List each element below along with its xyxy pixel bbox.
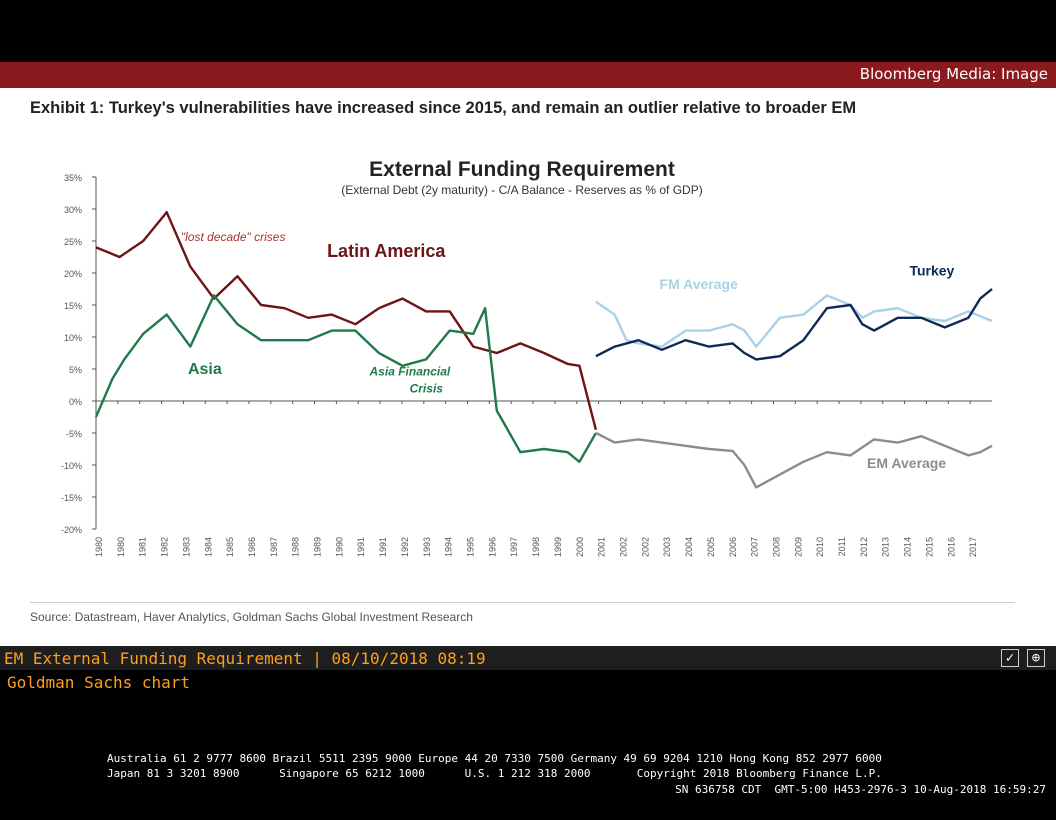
y-tick-label: -20%	[61, 525, 82, 535]
x-tick-label: 2002	[640, 537, 650, 557]
y-tick-label: 35%	[64, 173, 82, 183]
x-tick-label: 2014	[903, 537, 913, 557]
y-tick-label: 15%	[64, 301, 82, 311]
x-tick-label: 2001	[597, 537, 607, 557]
y-tick-label: 5%	[69, 365, 82, 375]
footer-contacts-line1: Australia 61 2 9777 8600 Brazil 5511 239…	[107, 752, 882, 765]
x-tick-label: 1991	[378, 537, 388, 557]
x-tick-label: 1990	[334, 537, 344, 557]
series-label: FM Average	[660, 276, 739, 292]
divider	[30, 602, 1015, 603]
series-label: EM Average	[867, 455, 946, 471]
x-tick-label: 2017	[968, 537, 978, 557]
x-tick-label: 1996	[487, 537, 497, 557]
series-label: Crisis	[410, 382, 444, 396]
x-tick-label: 2009	[793, 537, 803, 557]
series-label: Asia	[188, 361, 222, 378]
x-tick-label: 1997	[509, 537, 519, 557]
x-tick-label: 1993	[422, 537, 432, 557]
check-icon[interactable]: ✓	[1001, 649, 1019, 667]
caption-bar: EM External Funding Requirement | 08/10/…	[0, 646, 1056, 670]
y-tick-label: 30%	[64, 205, 82, 215]
x-tick-label: 2007	[750, 537, 760, 557]
y-tick-label: 0%	[69, 397, 82, 407]
caption-subtitle: Goldman Sachs chart	[7, 673, 191, 692]
series-line-fm	[595, 294, 993, 348]
x-tick-label: 1980	[116, 537, 126, 557]
footer-contacts-line2: Japan 81 3 3201 8900 Singapore 65 6212 1…	[107, 767, 882, 780]
x-tick-label: 1984	[203, 537, 213, 557]
x-tick-label: 1992	[400, 537, 410, 557]
x-tick-label: 1986	[247, 537, 257, 557]
x-tick-label: 1981	[138, 537, 148, 557]
footer-session-info: SN 636758 CDT GMT-5:00 H453-2976-3 10-Au…	[675, 783, 1046, 796]
x-tick-label: 2003	[662, 537, 672, 557]
x-tick-label: 1991	[356, 537, 366, 557]
x-tick-label: 2013	[881, 537, 891, 557]
series-line-turkey	[595, 288, 993, 361]
y-tick-label: -5%	[66, 429, 82, 439]
line-chart: External Funding Requirement (External De…	[61, 158, 993, 557]
series-label: Latin America	[327, 241, 446, 261]
chart-subtitle: (External Debt (2y maturity) - C/A Balan…	[341, 183, 702, 197]
x-tick-label: 1983	[181, 537, 191, 557]
x-tick-label: 2016	[946, 537, 956, 557]
series-label: Asia Financial	[369, 364, 451, 378]
y-tick-label: 20%	[64, 269, 82, 279]
x-tick-label: 1999	[553, 537, 563, 557]
series-label: Turkey	[909, 263, 954, 279]
x-tick-label: 2004	[684, 537, 694, 557]
y-tick-label: 10%	[64, 333, 82, 343]
exhibit-title: Exhibit 1: Turkey's vulnerabilities have…	[30, 99, 857, 117]
x-tick-label: 1988	[291, 537, 301, 557]
y-tick-label: 25%	[64, 237, 82, 247]
y-tick-label: -15%	[61, 493, 82, 503]
x-tick-label: 1982	[160, 537, 170, 557]
x-tick-label: 1987	[269, 537, 279, 557]
chart-title: External Funding Requirement	[369, 158, 675, 181]
x-tick-label: 2006	[728, 537, 738, 557]
series-line-asia	[94, 294, 597, 463]
x-tick-label: 2015	[924, 537, 934, 557]
x-tick-label: 1989	[313, 537, 323, 557]
x-tick-label: 2012	[859, 537, 869, 557]
source-note: Source: Datastream, Haver Analytics, Gol…	[30, 610, 473, 624]
share-icon[interactable]: ⊕	[1027, 649, 1045, 667]
x-tick-label: 1985	[225, 537, 235, 557]
image-panel: Exhibit 1: Turkey's vulnerabilities have…	[0, 88, 1056, 646]
window-title: Bloomberg Media: Image	[859, 65, 1048, 83]
x-tick-label: 1994	[444, 537, 454, 557]
y-tick-label: -10%	[61, 461, 82, 471]
series-line-em	[595, 431, 993, 489]
x-tick-label: 1995	[466, 537, 476, 557]
x-tick-label: 2000	[575, 537, 585, 557]
x-tick-label: 2010	[815, 537, 825, 557]
x-tick-label: 2011	[837, 537, 847, 556]
series-label: "lost decade" crises	[181, 230, 286, 244]
x-tick-label: 2002	[618, 537, 628, 557]
x-tick-label: 2008	[771, 537, 781, 557]
series-line-latam	[95, 210, 598, 431]
window-title-bar: Bloomberg Media: Image	[0, 62, 1056, 88]
x-tick-label: 2005	[706, 537, 716, 557]
caption-title: EM External Funding Requirement | 08/10/…	[4, 649, 486, 668]
x-tick-label: 1980	[94, 537, 104, 557]
x-tick-label: 1998	[531, 537, 541, 557]
